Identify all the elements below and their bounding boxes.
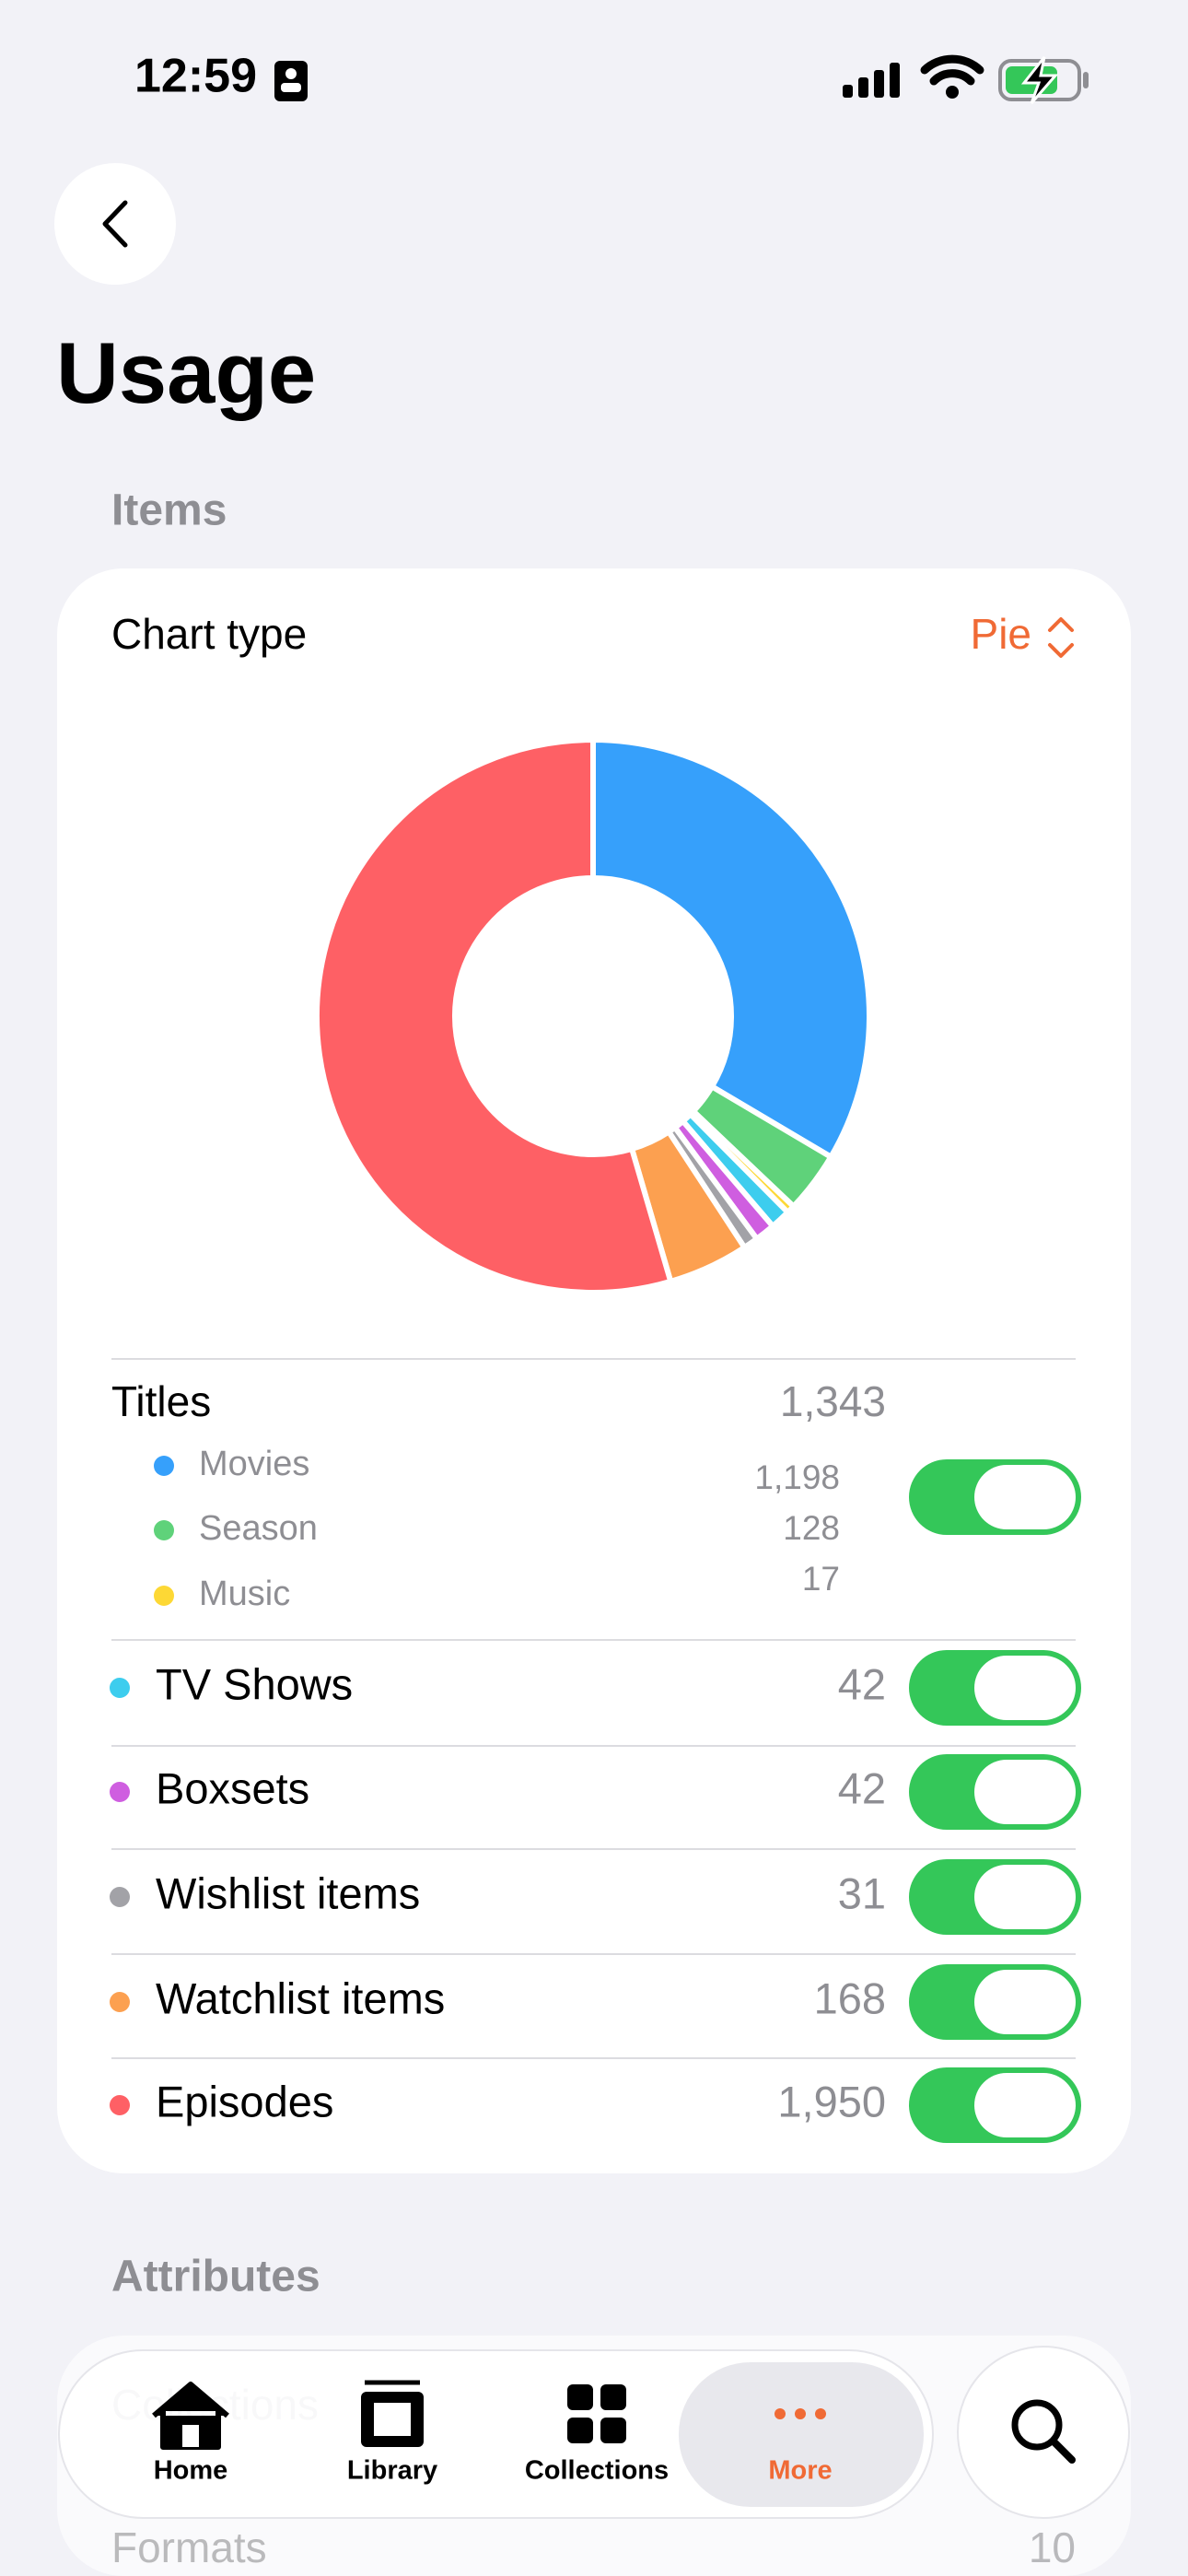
pie-slice <box>590 737 872 1160</box>
grid-icon-cell[interactable] <box>567 2384 593 2410</box>
tab-label[interactable]: More <box>768 2456 832 2486</box>
legend-dot <box>110 1992 130 2012</box>
back-button[interactable] <box>54 163 176 285</box>
page-title: Usage <box>56 324 316 421</box>
attribute-name: Formats <box>111 2523 267 2571</box>
group-total: 1,343 <box>780 1377 886 1425</box>
items-list: Titles 1,343 Movies 1,198 Season 128 Music 17 TV… <box>110 1358 1081 2143</box>
more-dot[interactable] <box>795 2408 806 2419</box>
pie-slice <box>314 737 674 1295</box>
tabs: Home Library Collections More <box>152 2362 924 2507</box>
toggle[interactable] <box>909 1754 1081 1830</box>
toggle-knob[interactable] <box>974 1465 1076 1529</box>
legend-dot <box>154 1586 174 1606</box>
item-value: 168 <box>814 1973 886 2022</box>
tab[interactable]: Collections <box>525 2384 669 2486</box>
group-name: Titles <box>111 1377 211 1425</box>
toggle[interactable] <box>909 1964 1081 2040</box>
toggle-knob[interactable] <box>974 1865 1076 1929</box>
toggle[interactable] <box>909 1650 1081 1726</box>
home-icon[interactable] <box>152 2382 229 2450</box>
toggle-knob[interactable] <box>974 1970 1076 2034</box>
sub-item-value: 1,198 <box>754 1458 840 1496</box>
sub-item-value: 17 <box>802 1560 840 1598</box>
search-icon-handle[interactable] <box>1050 2438 1076 2464</box>
toggle[interactable] <box>909 1459 1081 1535</box>
tab[interactable]: Library <box>347 2380 437 2486</box>
picker-chevrons[interactable] <box>1048 617 1074 658</box>
grid-icon-cell[interactable] <box>600 2418 626 2443</box>
toggle[interactable] <box>909 2067 1081 2143</box>
donut-chart <box>314 737 872 1295</box>
more-dot[interactable] <box>815 2408 826 2419</box>
more-dot[interactable] <box>775 2408 786 2419</box>
sub-item-name: Season <box>199 1509 318 1548</box>
home-door[interactable] <box>182 2425 199 2447</box>
sub-item-value: 128 <box>783 1509 840 1547</box>
legend-dot <box>110 2095 130 2115</box>
item-name: Episodes <box>156 2077 333 2125</box>
sub-item-name: Music <box>199 1575 290 1613</box>
attribute-value: 10 <box>1029 2523 1076 2571</box>
legend-dot <box>154 1520 174 1540</box>
search-button[interactable] <box>957 2346 1130 2519</box>
item-value: 1,950 <box>777 2077 886 2125</box>
tab[interactable]: More <box>679 2362 924 2507</box>
tab[interactable]: Home <box>152 2382 229 2486</box>
sub-item-name: Movies <box>199 1445 309 1483</box>
back-chevron[interactable] <box>102 200 128 248</box>
chart-type-label: Chart type <box>111 610 307 658</box>
toggle-knob[interactable] <box>974 2073 1076 2137</box>
toggle-knob[interactable] <box>974 1760 1076 1824</box>
back-button-bg[interactable] <box>54 163 176 285</box>
item-value: 31 <box>838 1868 886 1917</box>
tab-label[interactable]: Home <box>154 2456 228 2486</box>
status-icons <box>274 54 1089 104</box>
search-icon[interactable] <box>1011 2399 1063 2451</box>
item-name: Watchlist items <box>156 1973 445 2022</box>
item-name: Boxsets <box>156 1763 309 1812</box>
legend-dot <box>110 1782 130 1802</box>
chart-type-picker[interactable]: Pie <box>971 610 1074 658</box>
tab-selected-bg[interactable] <box>679 2362 924 2507</box>
legend-dot <box>154 1456 174 1476</box>
grid-icon-cell[interactable] <box>567 2418 593 2443</box>
grid-icon-cell[interactable] <box>600 2384 626 2410</box>
item-name: TV Shows <box>156 1659 353 1708</box>
search-bg[interactable] <box>957 2346 1130 2519</box>
chart-type-value[interactable]: Pie <box>971 610 1031 658</box>
library-screen[interactable] <box>374 2403 411 2436</box>
section-title: Attributes <box>111 2253 320 2301</box>
tab-label[interactable]: Library <box>347 2456 437 2486</box>
item-value: 42 <box>838 1659 886 1708</box>
item-name: Wishlist items <box>156 1868 420 1917</box>
legend-dot <box>110 1678 130 1698</box>
status-time: 12:59 <box>134 50 257 103</box>
item-value: 42 <box>838 1763 886 1812</box>
section-title: Items <box>111 486 227 535</box>
toggle-knob[interactable] <box>974 1656 1076 1720</box>
tab-label[interactable]: Collections <box>525 2456 669 2486</box>
toggle[interactable] <box>909 1859 1081 1935</box>
legend-dot <box>110 1887 130 1907</box>
